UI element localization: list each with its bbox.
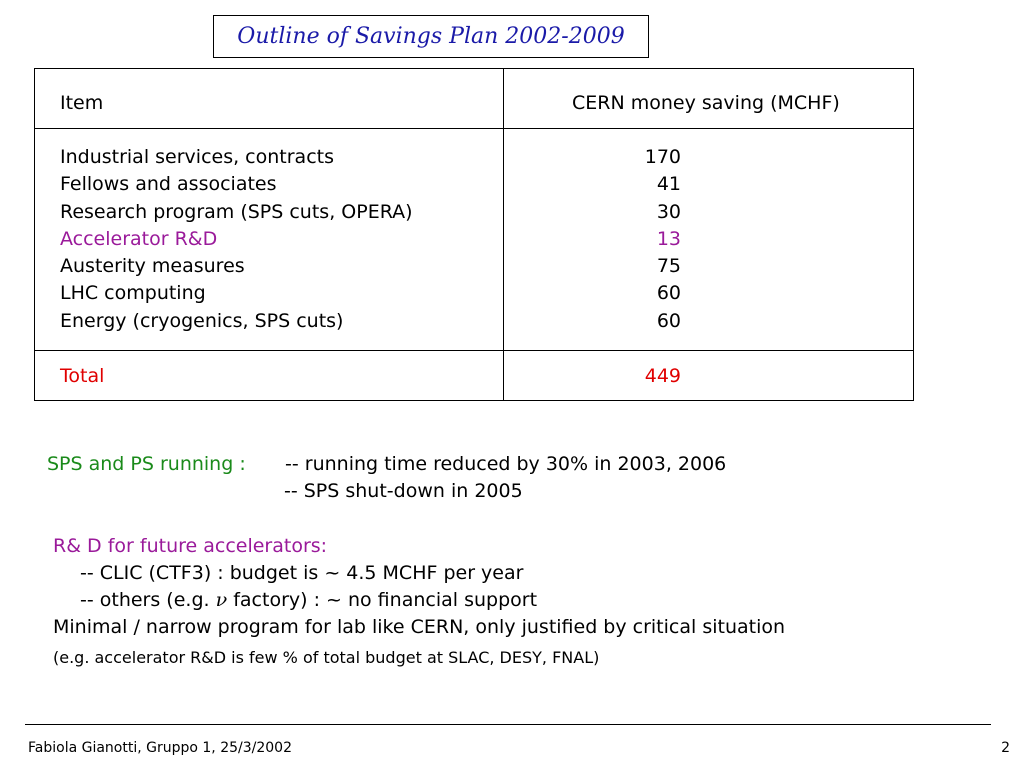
- table-row-value: 75: [656, 255, 681, 278]
- table-row-item: Industrial services, contracts: [60, 146, 334, 168]
- table-row-item: Research program (SPS cuts, OPERA): [60, 200, 413, 223]
- rd-others-suffix: factory) : ~ no financial support: [233, 589, 538, 611]
- rd-others-prefix: -- others (e.g.: [80, 589, 210, 611]
- table-total-divider: [35, 350, 913, 351]
- table-row-value: 60: [656, 309, 681, 332]
- footer-divider: [25, 724, 991, 725]
- item-column: Industrial services, contracts Fellows a…: [60, 144, 413, 335]
- table-row-item: Austerity measures: [60, 255, 245, 278]
- table-row-value: 170: [644, 146, 681, 168]
- slide-title: Outline of Savings Plan 2002-2009: [237, 24, 625, 49]
- total-value: 449: [644, 365, 681, 387]
- rd-section-title: R& D for future accelerators:: [53, 535, 328, 557]
- page-number: 2: [1001, 740, 1010, 756]
- minimal-program-line: Minimal / narrow program for lab like CE…: [53, 616, 786, 638]
- total-label: Total: [60, 365, 105, 387]
- savings-table: Item CERN money saving (MCHF) Industrial…: [34, 68, 914, 401]
- sps-running-line-1: -- running time reduced by 30% in 2003, …: [285, 453, 727, 475]
- table-row-item: Energy (cryogenics, SPS cuts): [60, 309, 344, 332]
- sps-running-label: SPS and PS running :: [47, 453, 246, 475]
- table-column-divider: [503, 69, 504, 400]
- value-column: 170 41 30 13 75 60 60: [635, 144, 681, 335]
- header-item: Item: [60, 92, 104, 114]
- table-row-value: 60: [656, 282, 681, 305]
- example-note: (e.g. accelerator R&D is few % of total …: [53, 648, 600, 667]
- table-row-value: 41: [656, 173, 681, 196]
- table-row-item: Fellows and associates: [60, 173, 277, 196]
- table-row-item: LHC computing: [60, 282, 206, 305]
- table-row-value: 13: [656, 227, 681, 250]
- table-header-divider: [35, 128, 913, 129]
- footer-author: Fabiola Gianotti, Gruppo 1, 25/3/2002: [28, 740, 292, 756]
- sps-running-line-2: -- SPS shut-down in 2005: [284, 480, 523, 502]
- header-saving: CERN money saving (MCHF): [572, 92, 840, 114]
- table-row-value: 30: [656, 200, 681, 223]
- nu-symbol: ν: [215, 589, 228, 611]
- table-row-item: Accelerator R&D: [60, 227, 218, 250]
- title-box: Outline of Savings Plan 2002-2009: [213, 15, 649, 58]
- rd-clic-line: -- CLIC (CTF3) : budget is ~ 4.5 MCHF pe…: [80, 562, 524, 584]
- rd-others-line: -- others (e.g. ν factory) : ~ no financ…: [80, 587, 537, 614]
